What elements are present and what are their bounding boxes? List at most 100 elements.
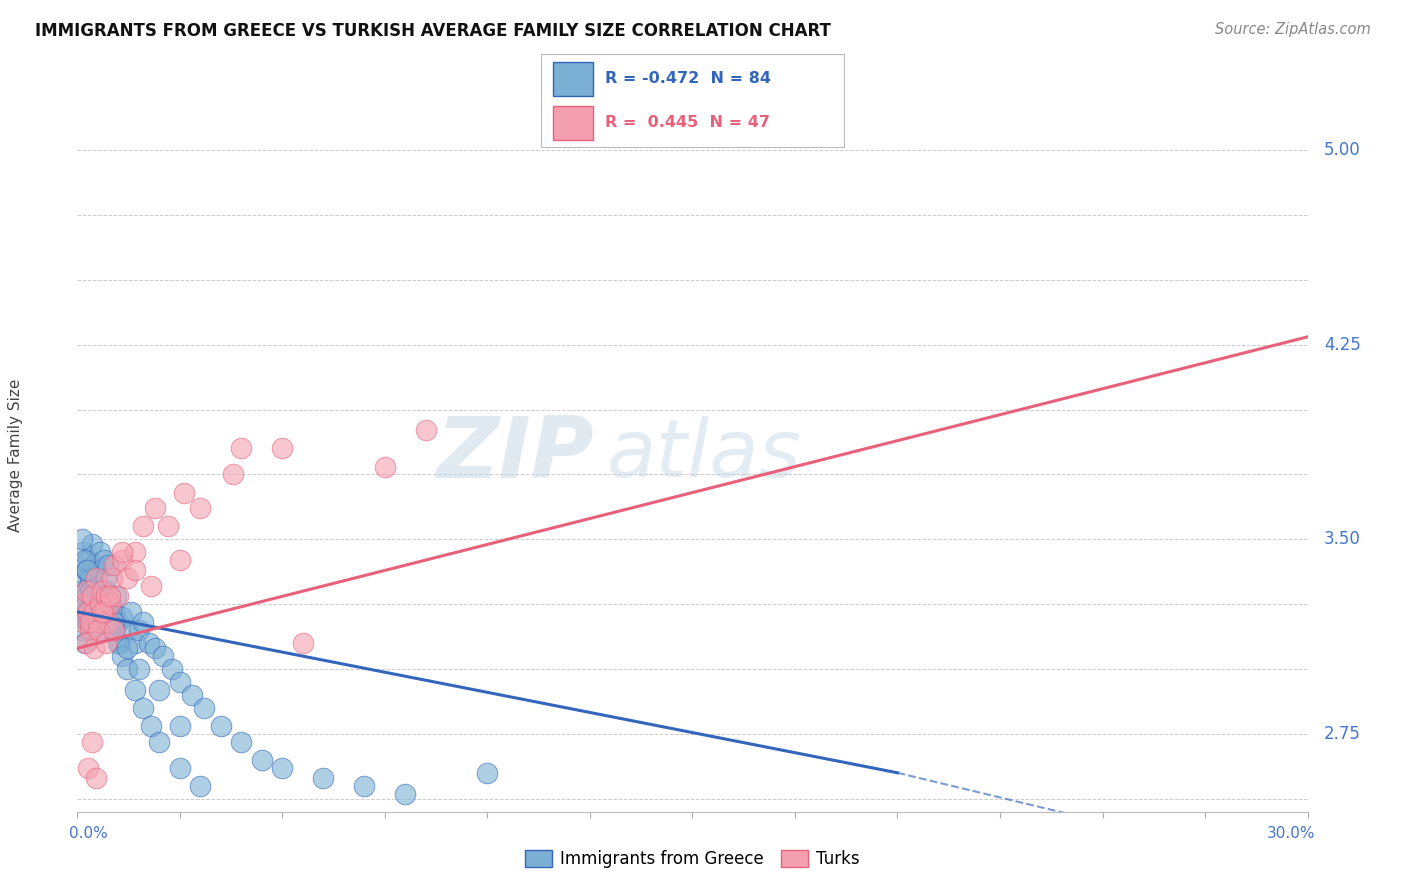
- Point: [80, 734, 103, 748]
- Point: [394, 787, 416, 801]
- Point: [128, 623, 150, 637]
- Point: [72, 545, 94, 559]
- Text: 3.50: 3.50: [1324, 530, 1361, 549]
- Point: [70, 623, 93, 637]
- Point: [132, 701, 155, 715]
- Point: [105, 590, 128, 604]
- Point: [93, 605, 115, 619]
- Point: [76, 563, 98, 577]
- Point: [103, 623, 125, 637]
- Point: [84, 771, 107, 785]
- Point: [148, 682, 170, 697]
- Text: 30.0%: 30.0%: [1267, 826, 1316, 841]
- Point: [115, 623, 138, 637]
- Point: [89, 590, 111, 604]
- Point: [98, 590, 121, 604]
- Point: [86, 605, 108, 619]
- Point: [143, 641, 166, 656]
- Point: [90, 605, 114, 619]
- Text: 5.00: 5.00: [1324, 141, 1361, 159]
- Point: [70, 584, 93, 599]
- Text: ZIP: ZIP: [436, 413, 595, 497]
- Point: [84, 571, 107, 585]
- Point: [138, 636, 160, 650]
- Point: [97, 558, 120, 573]
- Point: [141, 579, 163, 593]
- Point: [79, 584, 101, 599]
- Point: [188, 779, 212, 793]
- Point: [80, 590, 103, 604]
- Point: [169, 719, 191, 733]
- Point: [111, 648, 134, 663]
- Point: [115, 571, 138, 585]
- Point: [70, 533, 93, 547]
- Point: [107, 615, 129, 630]
- Text: 2.75: 2.75: [1324, 725, 1361, 743]
- Point: [94, 636, 117, 650]
- Point: [70, 597, 93, 611]
- FancyBboxPatch shape: [554, 62, 593, 95]
- Point: [111, 545, 134, 559]
- Point: [103, 558, 125, 573]
- Point: [97, 615, 120, 630]
- Point: [209, 719, 232, 733]
- Point: [477, 765, 499, 780]
- Point: [73, 636, 96, 650]
- Point: [87, 623, 110, 637]
- Point: [97, 615, 120, 630]
- Point: [76, 615, 98, 630]
- Point: [83, 615, 105, 630]
- Point: [87, 615, 110, 630]
- Point: [111, 553, 134, 567]
- Point: [353, 779, 375, 793]
- Point: [87, 563, 110, 577]
- Point: [169, 675, 191, 690]
- Point: [83, 641, 105, 656]
- Point: [89, 545, 111, 559]
- Point: [94, 590, 117, 604]
- Point: [110, 636, 132, 650]
- Point: [103, 605, 125, 619]
- Point: [124, 545, 146, 559]
- Point: [90, 605, 114, 619]
- Point: [79, 571, 101, 585]
- Point: [75, 590, 97, 604]
- Point: [75, 605, 97, 619]
- Point: [188, 501, 212, 516]
- Point: [124, 682, 146, 697]
- Point: [73, 553, 96, 567]
- Point: [77, 579, 100, 593]
- Text: IMMIGRANTS FROM GREECE VS TURKISH AVERAGE FAMILY SIZE CORRELATION CHART: IMMIGRANTS FROM GREECE VS TURKISH AVERAG…: [35, 22, 831, 40]
- Point: [83, 605, 105, 619]
- Point: [94, 584, 117, 599]
- Text: Average Family Size: Average Family Size: [8, 378, 24, 532]
- Point: [101, 571, 124, 585]
- Legend: Immigrants from Greece, Turks: Immigrants from Greece, Turks: [519, 843, 866, 875]
- Point: [76, 553, 98, 567]
- Point: [79, 615, 101, 630]
- Point: [312, 771, 335, 785]
- Point: [124, 563, 146, 577]
- Point: [72, 615, 94, 630]
- Point: [79, 623, 101, 637]
- Point: [148, 734, 170, 748]
- Text: atlas: atlas: [606, 416, 801, 494]
- Point: [156, 519, 179, 533]
- Point: [75, 584, 97, 599]
- Point: [69, 610, 91, 624]
- Point: [141, 719, 163, 733]
- Point: [98, 597, 121, 611]
- Point: [84, 584, 107, 599]
- FancyBboxPatch shape: [554, 106, 593, 140]
- Point: [90, 623, 114, 637]
- Point: [271, 761, 294, 775]
- Point: [173, 485, 195, 500]
- Text: R = -0.472  N = 84: R = -0.472 N = 84: [605, 71, 770, 87]
- Point: [84, 579, 107, 593]
- Point: [83, 558, 105, 573]
- Point: [80, 623, 103, 637]
- Point: [132, 519, 155, 533]
- Point: [128, 662, 150, 676]
- Point: [120, 605, 142, 619]
- Point: [93, 553, 115, 567]
